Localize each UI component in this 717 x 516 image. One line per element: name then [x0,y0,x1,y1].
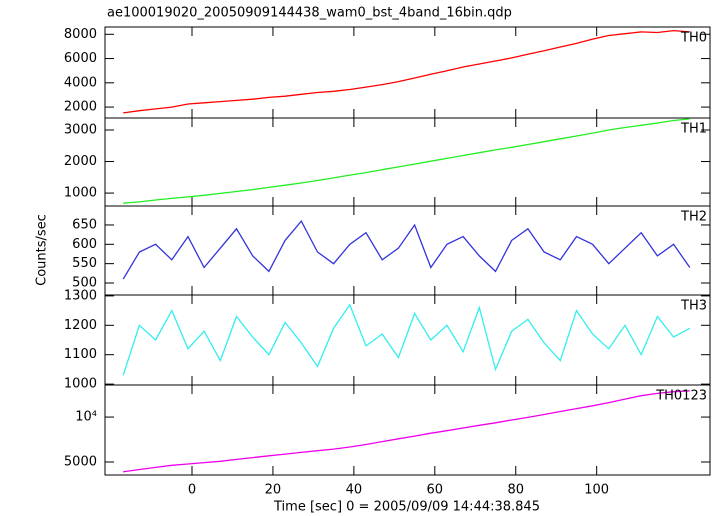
y-tick-label: 650 [72,217,97,232]
x-tick-label: 40 [346,483,363,498]
y-tick-label: 2000 [64,100,97,115]
data-line [123,118,690,204]
x-tick-label: 100 [584,483,609,498]
x-tick-label: 60 [427,483,444,498]
chart-title: ae100019020_20050909144438_wam0_bst_4ban… [107,6,512,21]
x-tick-label: 20 [265,483,282,498]
panel-label: TH1 [680,122,707,137]
y-tick-label: 600 [72,237,97,252]
panel-label: TH2 [680,210,707,225]
x-axis-label: Time [sec] 0 = 2005/09/09 14:44:38.845 [273,500,540,515]
y-tick-label: 550 [72,256,97,271]
y-tick-label: 4000 [64,75,97,90]
y-axis-label: Counts/sec [35,214,50,286]
data-line [123,29,690,114]
panel-frame [104,117,711,207]
data-line [123,390,690,473]
y-tick-label: 1200 [64,318,97,333]
data-line [122,219,691,280]
y-tick-label: 1000 [64,186,97,201]
panel-label: TH0123 [655,389,707,404]
y-tick-label: 1300 [64,288,97,303]
panel-label: TH0 [680,31,707,46]
y-tick-label: 5000 [64,454,97,469]
panel-frame [104,384,711,476]
y-tick-label: 500 [72,276,97,291]
y-tick-label: 10⁴ [75,410,97,425]
x-tick-label: 80 [507,483,524,498]
y-tick-label: 2000 [64,154,97,169]
panel-label: TH3 [680,299,707,314]
y-tick-label: 1000 [64,377,97,392]
y-tick-label: 3000 [64,122,97,137]
y-tick-label: 8000 [64,27,97,42]
data-line [122,303,691,376]
y-tick-label: 1100 [64,347,97,362]
panel-frame [104,26,711,119]
x-tick-label: 0 [188,483,196,498]
y-tick-label: 6000 [64,51,97,66]
